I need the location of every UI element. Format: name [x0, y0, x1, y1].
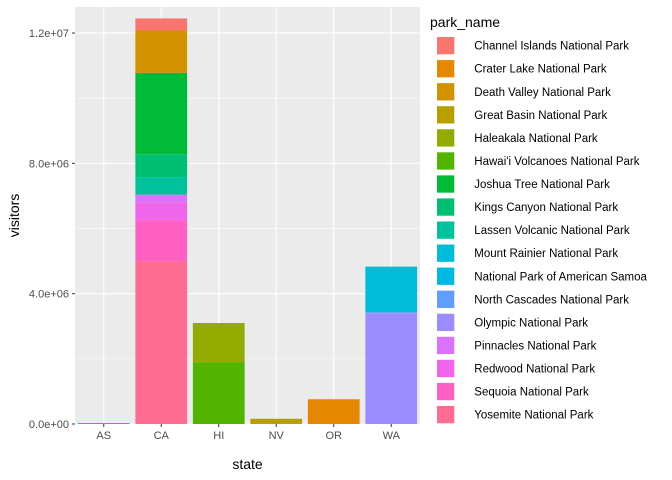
legend-key-lassen-volcanic-national-park [437, 221, 455, 239]
x-tick-label: HI [213, 430, 224, 442]
bar-segment-ca-redwood-national-park [135, 202, 188, 221]
legend-key-hawai-i-volcanoes-national-park [437, 152, 455, 170]
bar-segment-nv-great-basin-national-park [250, 418, 303, 424]
legend-label: Death Valley National Park [474, 87, 611, 99]
legend-key-sequoia-national-park [437, 382, 455, 401]
legend-label: Sequoia National Park [474, 387, 589, 399]
bar-segment-wa-north-cascades-national-park [365, 312, 418, 314]
x-axis-title: state [232, 456, 263, 472]
legend-label: Channel Islands National Park [474, 41, 629, 53]
legend-key-crater-lake-national-park [437, 60, 455, 78]
legend-key-joshua-tree-national-park [437, 175, 455, 193]
bar-segment-ca-yosemite-national-park [135, 261, 188, 424]
legend-label: Joshua Tree National Park [474, 179, 610, 191]
legend-key-haleakala-national-park [437, 129, 455, 147]
bar-segment-or-crater-lake-national-park [307, 399, 360, 424]
bar-segment-ca-death-valley-national-park [135, 30, 188, 73]
legend-key-great-basin-national-park [437, 106, 455, 124]
y-tick-label: 1.2e+07 [29, 28, 69, 40]
x-tick-label: OR [326, 430, 343, 442]
bar-segment-ca-pinnacles-national-park [135, 194, 188, 203]
y-axis-title: visitors [6, 194, 22, 238]
legend-label: North Cascades National Park [474, 294, 629, 306]
legend-label: Yosemite National Park [474, 410, 593, 422]
legend-key-olympic-national-park [437, 313, 455, 332]
legend-title: park_name [430, 14, 500, 30]
bar-segment-wa-mount-rainier-national-park [365, 266, 418, 313]
x-tick-label: CA [154, 430, 170, 442]
y-tick-label: 8.0e+06 [29, 158, 69, 170]
legend-key-kings-canyon-national-park [437, 198, 455, 216]
legend-label: Redwood National Park [474, 363, 595, 375]
bar-segment-ca-channel-islands-national-park [135, 18, 188, 31]
bar-segment-ca-joshua-tree-national-park [135, 72, 188, 155]
legend-label: Great Basin National Park [474, 110, 607, 122]
plot-panel [75, 7, 420, 424]
y-tick-label: 0.0e+00 [29, 419, 69, 431]
legend-key-yosemite-national-park [437, 405, 455, 424]
bar-segment-ca-kings-canyon-national-park [135, 154, 188, 178]
legend-key-north-cascades-national-park [437, 290, 455, 308]
y-tick-label: 4.0e+06 [29, 289, 69, 301]
bar-segment-hi-haleakala-national-park [192, 323, 245, 363]
bar-segment-hi-hawai-i-volcanoes-national-park [192, 362, 245, 424]
legend-key-pinnacles-national-park [437, 336, 455, 355]
legend-label: Crater Lake National Park [474, 64, 607, 76]
legend-key-mount-rainier-national-park [437, 244, 455, 262]
legend-label: Mount Rainier National Park [474, 248, 618, 260]
x-tick-label: WA [383, 430, 401, 442]
legend-label: Haleakala National Park [474, 133, 598, 145]
bar-segment-ca-sequoia-national-park [135, 220, 188, 262]
bar-segment-wa-olympic-national-park [365, 313, 418, 424]
legend-label: Lassen Volcanic National Park [474, 225, 630, 237]
legend-label: Olympic National Park [474, 317, 588, 329]
x-tick-label: AS [96, 430, 111, 442]
x-tick-label: NV [269, 430, 285, 442]
legend-key-redwood-national-park [437, 359, 455, 378]
legend-label: National Park of American Samoa [474, 271, 647, 283]
legend-label: Hawai'i Volcanoes National Park [474, 156, 639, 168]
legend-key-channel-islands-national-park [437, 37, 455, 55]
legend-label: Pinnacles National Park [474, 340, 596, 352]
legend-label: Kings Canyon National Park [474, 202, 618, 214]
bar-segment-ca-lassen-volcanic-national-park [135, 177, 188, 195]
bar-segment-as-national-park-of-american-samoa [77, 423, 130, 424]
legend-key-national-park-of-american-samoa [437, 267, 455, 285]
legend-key-death-valley-national-park [437, 83, 455, 101]
